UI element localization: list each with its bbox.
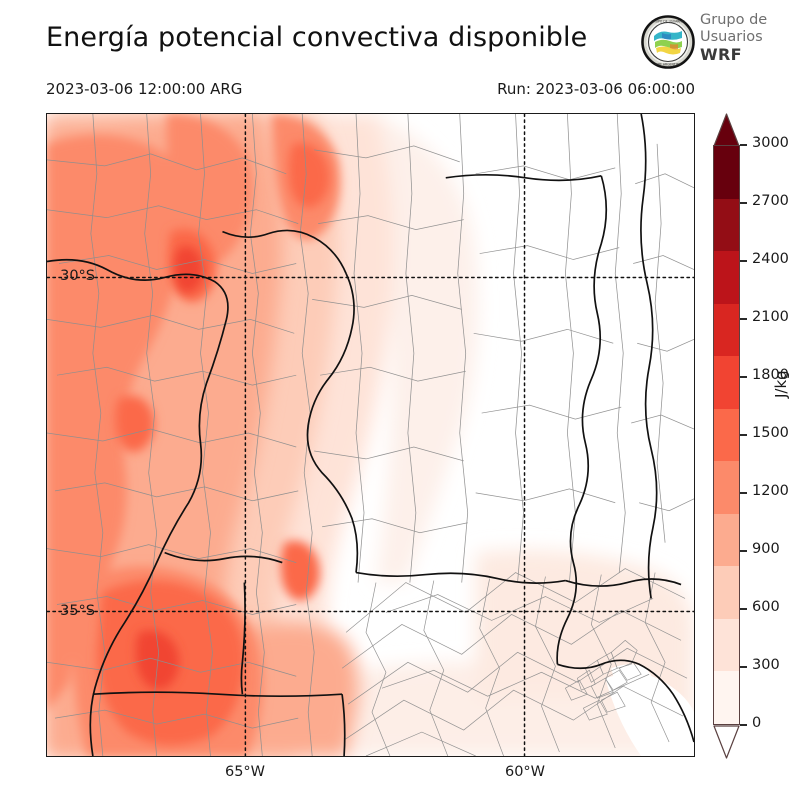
colorbar-band	[714, 198, 739, 252]
run-time-label: Run: 2023-03-06 06:00:00	[497, 80, 695, 98]
wrf-globe-emblem-icon: GRUPO DE USUARIOS WRF ARGENTINA	[640, 14, 696, 70]
colorbar-band	[714, 303, 739, 357]
svg-text:GRUPO DE USUARIOS: GRUPO DE USUARIOS	[651, 19, 685, 23]
colorbar-band	[714, 566, 739, 619]
colorbar-band	[714, 461, 739, 514]
colorbar-band	[714, 618, 739, 672]
colorbar-tick-mark	[740, 434, 747, 436]
lat-tick-30S: 30°S	[60, 268, 95, 284]
colorbar-extend-min-arrow	[713, 725, 740, 759]
colorbar-unit-label: J/kg	[772, 370, 790, 398]
colorbar-tick-label: 0	[752, 715, 762, 731]
colorbar-tick-label: 600	[752, 599, 780, 615]
wrf-user-group-logo: GRUPO DE USUARIOS WRF ARGENTINA Grupo de…	[640, 12, 800, 72]
colorbar-tick-mark	[740, 608, 747, 610]
lat-tick-35S: 35°S	[60, 603, 95, 619]
colorbar-band	[714, 513, 739, 567]
colorbar[interactable]: 0 300 600 900 1200 1500 1800 2100 2400 2700 3000	[713, 113, 789, 759]
colorbar-tick-label: 1200	[752, 483, 789, 499]
colorbar-tick-label: 1500	[752, 425, 789, 441]
colorbar-tick-label: 1800	[752, 367, 789, 383]
colorbar-tick-mark	[740, 202, 747, 204]
colorbar-tick-mark	[740, 492, 747, 494]
colorbar-tick-mark	[740, 376, 747, 378]
colorbar-tick-label: 2400	[752, 251, 789, 267]
colorbar-band	[714, 146, 739, 199]
cape-field-canvas	[47, 114, 694, 756]
page-title: Energía potencial convectiva disponible	[46, 22, 588, 53]
colorbar-tick-mark	[740, 550, 747, 552]
colorbar-tick-mark	[740, 724, 747, 726]
colorbar-gradient	[713, 145, 740, 725]
colorbar-band	[714, 356, 739, 409]
colorbar-band	[714, 251, 739, 304]
colorbar-tick-label: 2700	[752, 193, 789, 209]
svg-text:WRF ARGENTINA: WRF ARGENTINA	[655, 63, 682, 67]
logo-line-1: Grupo de	[700, 12, 768, 28]
logo-line-3: WRF	[700, 45, 742, 64]
logo-text-block: Grupo de Usuarios WRF	[700, 12, 800, 63]
colorbar-tick-mark	[740, 318, 747, 320]
lon-tick-65W: 65°W	[224, 764, 266, 780]
logo-line-2: Usuarios	[700, 29, 763, 45]
colorbar-tick-label: 300	[752, 657, 780, 673]
colorbar-band	[714, 408, 739, 462]
colorbar-tick-label: 900	[752, 541, 780, 557]
colorbar-tick-list: 0 300 600 900 1200 1500 1800 2100 2400 2700 3000	[740, 113, 800, 757]
colorbar-extend-max-arrow	[713, 113, 740, 147]
colorbar-tick-mark	[740, 144, 747, 146]
colorbar-tick-mark	[740, 666, 747, 668]
map-plot-area[interactable]	[46, 113, 695, 757]
valid-time-label: 2023-03-06 12:00:00 ARG	[46, 80, 243, 98]
colorbar-tick-label: 2100	[752, 309, 789, 325]
colorbar-tick-mark	[740, 260, 747, 262]
colorbar-tick-label: 3000	[752, 135, 789, 151]
lon-tick-60W: 60°W	[504, 764, 546, 780]
colorbar-band	[714, 671, 739, 724]
